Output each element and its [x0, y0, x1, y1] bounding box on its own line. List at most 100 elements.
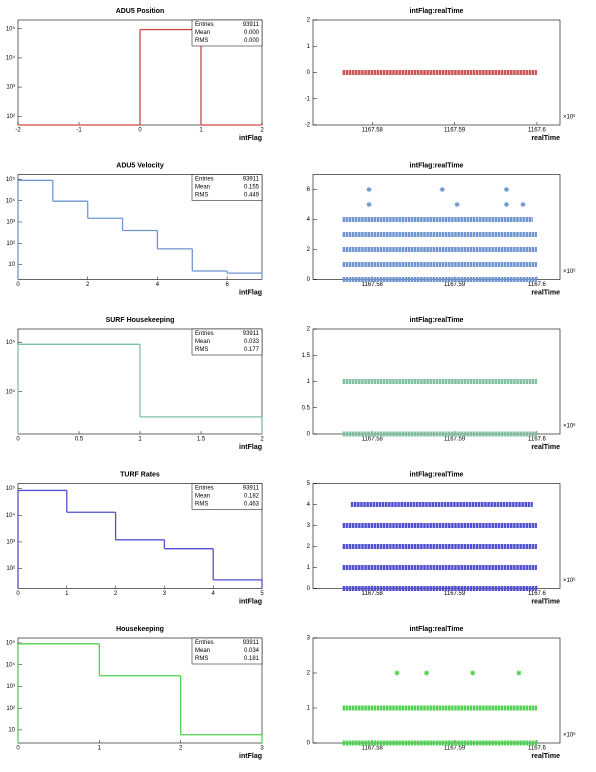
y-tick-label: 10: [8, 262, 15, 268]
x-tick-label: 1167.6: [528, 282, 547, 288]
y-tick-label: 10³: [6, 85, 15, 91]
y-tick-label: 10: [8, 727, 15, 733]
y-tick-label: 1: [307, 706, 311, 712]
plot-frame: [312, 637, 561, 744]
x-tick-label: 0.5: [75, 437, 84, 443]
star-marker: [439, 186, 445, 193]
y-tick-label: 2: [307, 247, 311, 253]
x-tick-label: 5: [260, 591, 264, 597]
stats-label: Mean: [195, 30, 210, 36]
y-tick-label: 10²: [6, 706, 15, 712]
y-tick-label: 10²: [6, 114, 15, 120]
stats-label: RMS: [195, 347, 208, 353]
plot-frame: [312, 483, 561, 589]
x-tick-label: 1167.6: [528, 746, 547, 752]
x-tick-label: 1167.59: [444, 128, 466, 134]
stats-value: 93911: [243, 22, 260, 28]
x-multiplier: ×10⁶: [563, 577, 576, 584]
x-tick-label: 0: [138, 128, 142, 134]
stats-label: RMS: [195, 502, 208, 508]
y-tick-label: -2: [305, 123, 311, 129]
stats-label: Mean: [195, 185, 210, 191]
chart-title: TURF Rates: [120, 471, 160, 478]
chart-title: ADU5 Velocity: [116, 162, 164, 169]
y-tick-label: 10²: [6, 566, 15, 572]
stats-value: 93911: [243, 640, 260, 646]
y-tick-label: 2: [307, 544, 311, 550]
x-axis-label: realTime: [531, 444, 560, 451]
stats-value: 0.463: [244, 502, 260, 508]
y-tick-label: 0: [307, 741, 311, 747]
stats-box: [191, 483, 263, 510]
y-tick-label: 10⁴: [6, 197, 16, 204]
stats-label: Entries: [195, 486, 214, 492]
y-tick-label: 10⁵: [6, 640, 16, 647]
chart-title: Housekeeping: [116, 626, 164, 633]
chart-title: SURF Housekeeping: [106, 317, 175, 324]
y-tick-label: 0.5: [302, 405, 311, 411]
x-tick-label: 1167.58: [362, 282, 384, 288]
y-tick-label: 0: [307, 277, 311, 283]
stats-label: Entries: [195, 177, 214, 183]
y-tick-label: 3: [307, 523, 311, 529]
chart-title: intFlag:realTime: [410, 626, 464, 633]
x-tick-label: 1: [138, 437, 142, 443]
x-tick-label: 1: [65, 591, 69, 597]
stats-label: Mean: [195, 648, 210, 654]
x-axis-label: intFlag: [239, 444, 262, 451]
y-tick-label: 6: [307, 187, 311, 193]
x-axis-label: intFlag: [239, 135, 262, 142]
stats-box: [191, 19, 263, 47]
chart-title: intFlag:realTime: [410, 317, 464, 324]
star-marker: [366, 186, 372, 193]
stats-label: RMS: [195, 656, 208, 662]
x-axis-label: realTime: [531, 289, 560, 296]
chart-title: intFlag:realTime: [410, 162, 464, 169]
star-marker: [503, 201, 510, 208]
x-tick-label: 1167.58: [362, 128, 384, 134]
x-tick-label: 3: [260, 746, 264, 752]
y-tick-label: 1: [307, 565, 311, 571]
y-tick-label: 10⁴: [6, 55, 16, 62]
y-tick-label: 4: [307, 217, 311, 223]
y-tick-label: 0: [307, 70, 311, 76]
y-tick-label: 10³: [6, 540, 15, 546]
y-tick-label: 2: [307, 671, 311, 677]
x-tick-label: 2: [260, 437, 264, 443]
x-tick-label: 1.5: [197, 437, 206, 443]
x-tick-label: 1167.6: [528, 591, 547, 597]
y-tick-label: -1: [305, 96, 311, 102]
chart-title: intFlag:realTime: [410, 8, 464, 15]
x-tick-label: -1: [76, 128, 82, 134]
x-tick-label: 1: [98, 746, 102, 752]
x-tick-label: 1167.6: [528, 128, 547, 134]
y-tick-label: 1: [307, 44, 311, 50]
stats-value: 0.181: [244, 656, 260, 662]
stats-box: [191, 637, 263, 665]
stats-value: 0.155: [244, 185, 260, 191]
stats-label: Mean: [195, 339, 210, 345]
stats-box: [191, 328, 263, 356]
stats-value: 0.033: [244, 339, 260, 345]
stats-label: Entries: [195, 640, 214, 646]
x-tick-label: 2: [114, 591, 118, 597]
y-tick-label: 1: [307, 379, 311, 385]
y-tick-label: 5: [307, 481, 311, 487]
y-tick-label: 4: [307, 502, 311, 508]
x-multiplier: ×10⁶: [563, 114, 576, 121]
x-tick-label: 1167.59: [444, 437, 466, 443]
x-tick-label: 1167.59: [444, 746, 466, 752]
star-marker: [470, 670, 476, 676]
stats-label: Mean: [195, 494, 210, 500]
x-tick-label: 2: [179, 746, 183, 752]
stats-value: 93911: [243, 486, 260, 492]
chart-title: intFlag:realTime: [410, 471, 464, 478]
y-tick-label: 10³: [6, 684, 15, 690]
star-marker: [454, 201, 460, 208]
x-tick-label: 4: [212, 591, 216, 597]
stats-value: 0.000: [244, 38, 260, 44]
y-tick-label: 10³: [6, 220, 15, 226]
x-tick-label: 3: [163, 591, 167, 597]
y-tick-label: 1.5: [302, 353, 311, 359]
